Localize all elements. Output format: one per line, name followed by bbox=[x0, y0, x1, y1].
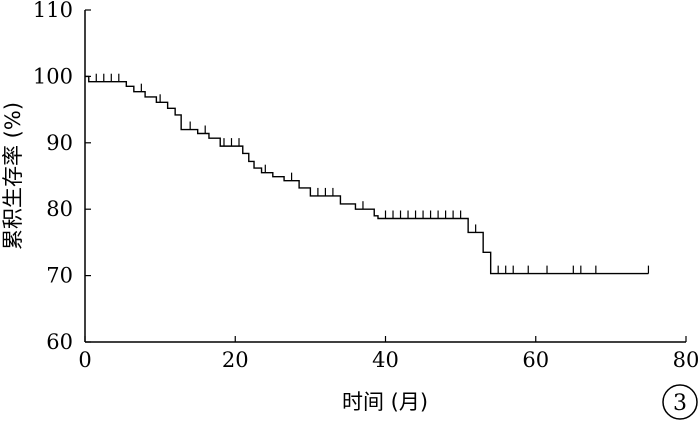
x-axis-title: 时间 (月) bbox=[342, 390, 428, 414]
y-tick-label: 70 bbox=[46, 264, 73, 288]
y-tick-label: 110 bbox=[33, 0, 73, 22]
x-tick-label: 40 bbox=[372, 348, 399, 372]
plot-area bbox=[85, 73, 650, 275]
x-tick-label: 60 bbox=[522, 348, 549, 372]
y-tick-label: 100 bbox=[33, 64, 73, 88]
panel-label-circle bbox=[662, 384, 698, 420]
y-tick-label: 90 bbox=[46, 131, 73, 155]
y-tick-label: 60 bbox=[46, 330, 73, 354]
axis-ticks: 0 20 40 60 80 60 70 80 90 100 110 bbox=[33, 0, 699, 372]
x-tick-label: 80 bbox=[673, 348, 700, 372]
y-axis-title: 累积生存率 (%) bbox=[1, 102, 25, 250]
x-tick-label: 20 bbox=[222, 348, 249, 372]
survival-curve-line bbox=[85, 75, 649, 275]
panel-label: 3 bbox=[673, 391, 687, 416]
y-tick-label: 80 bbox=[46, 197, 73, 221]
x-tick-label: 0 bbox=[78, 348, 91, 372]
